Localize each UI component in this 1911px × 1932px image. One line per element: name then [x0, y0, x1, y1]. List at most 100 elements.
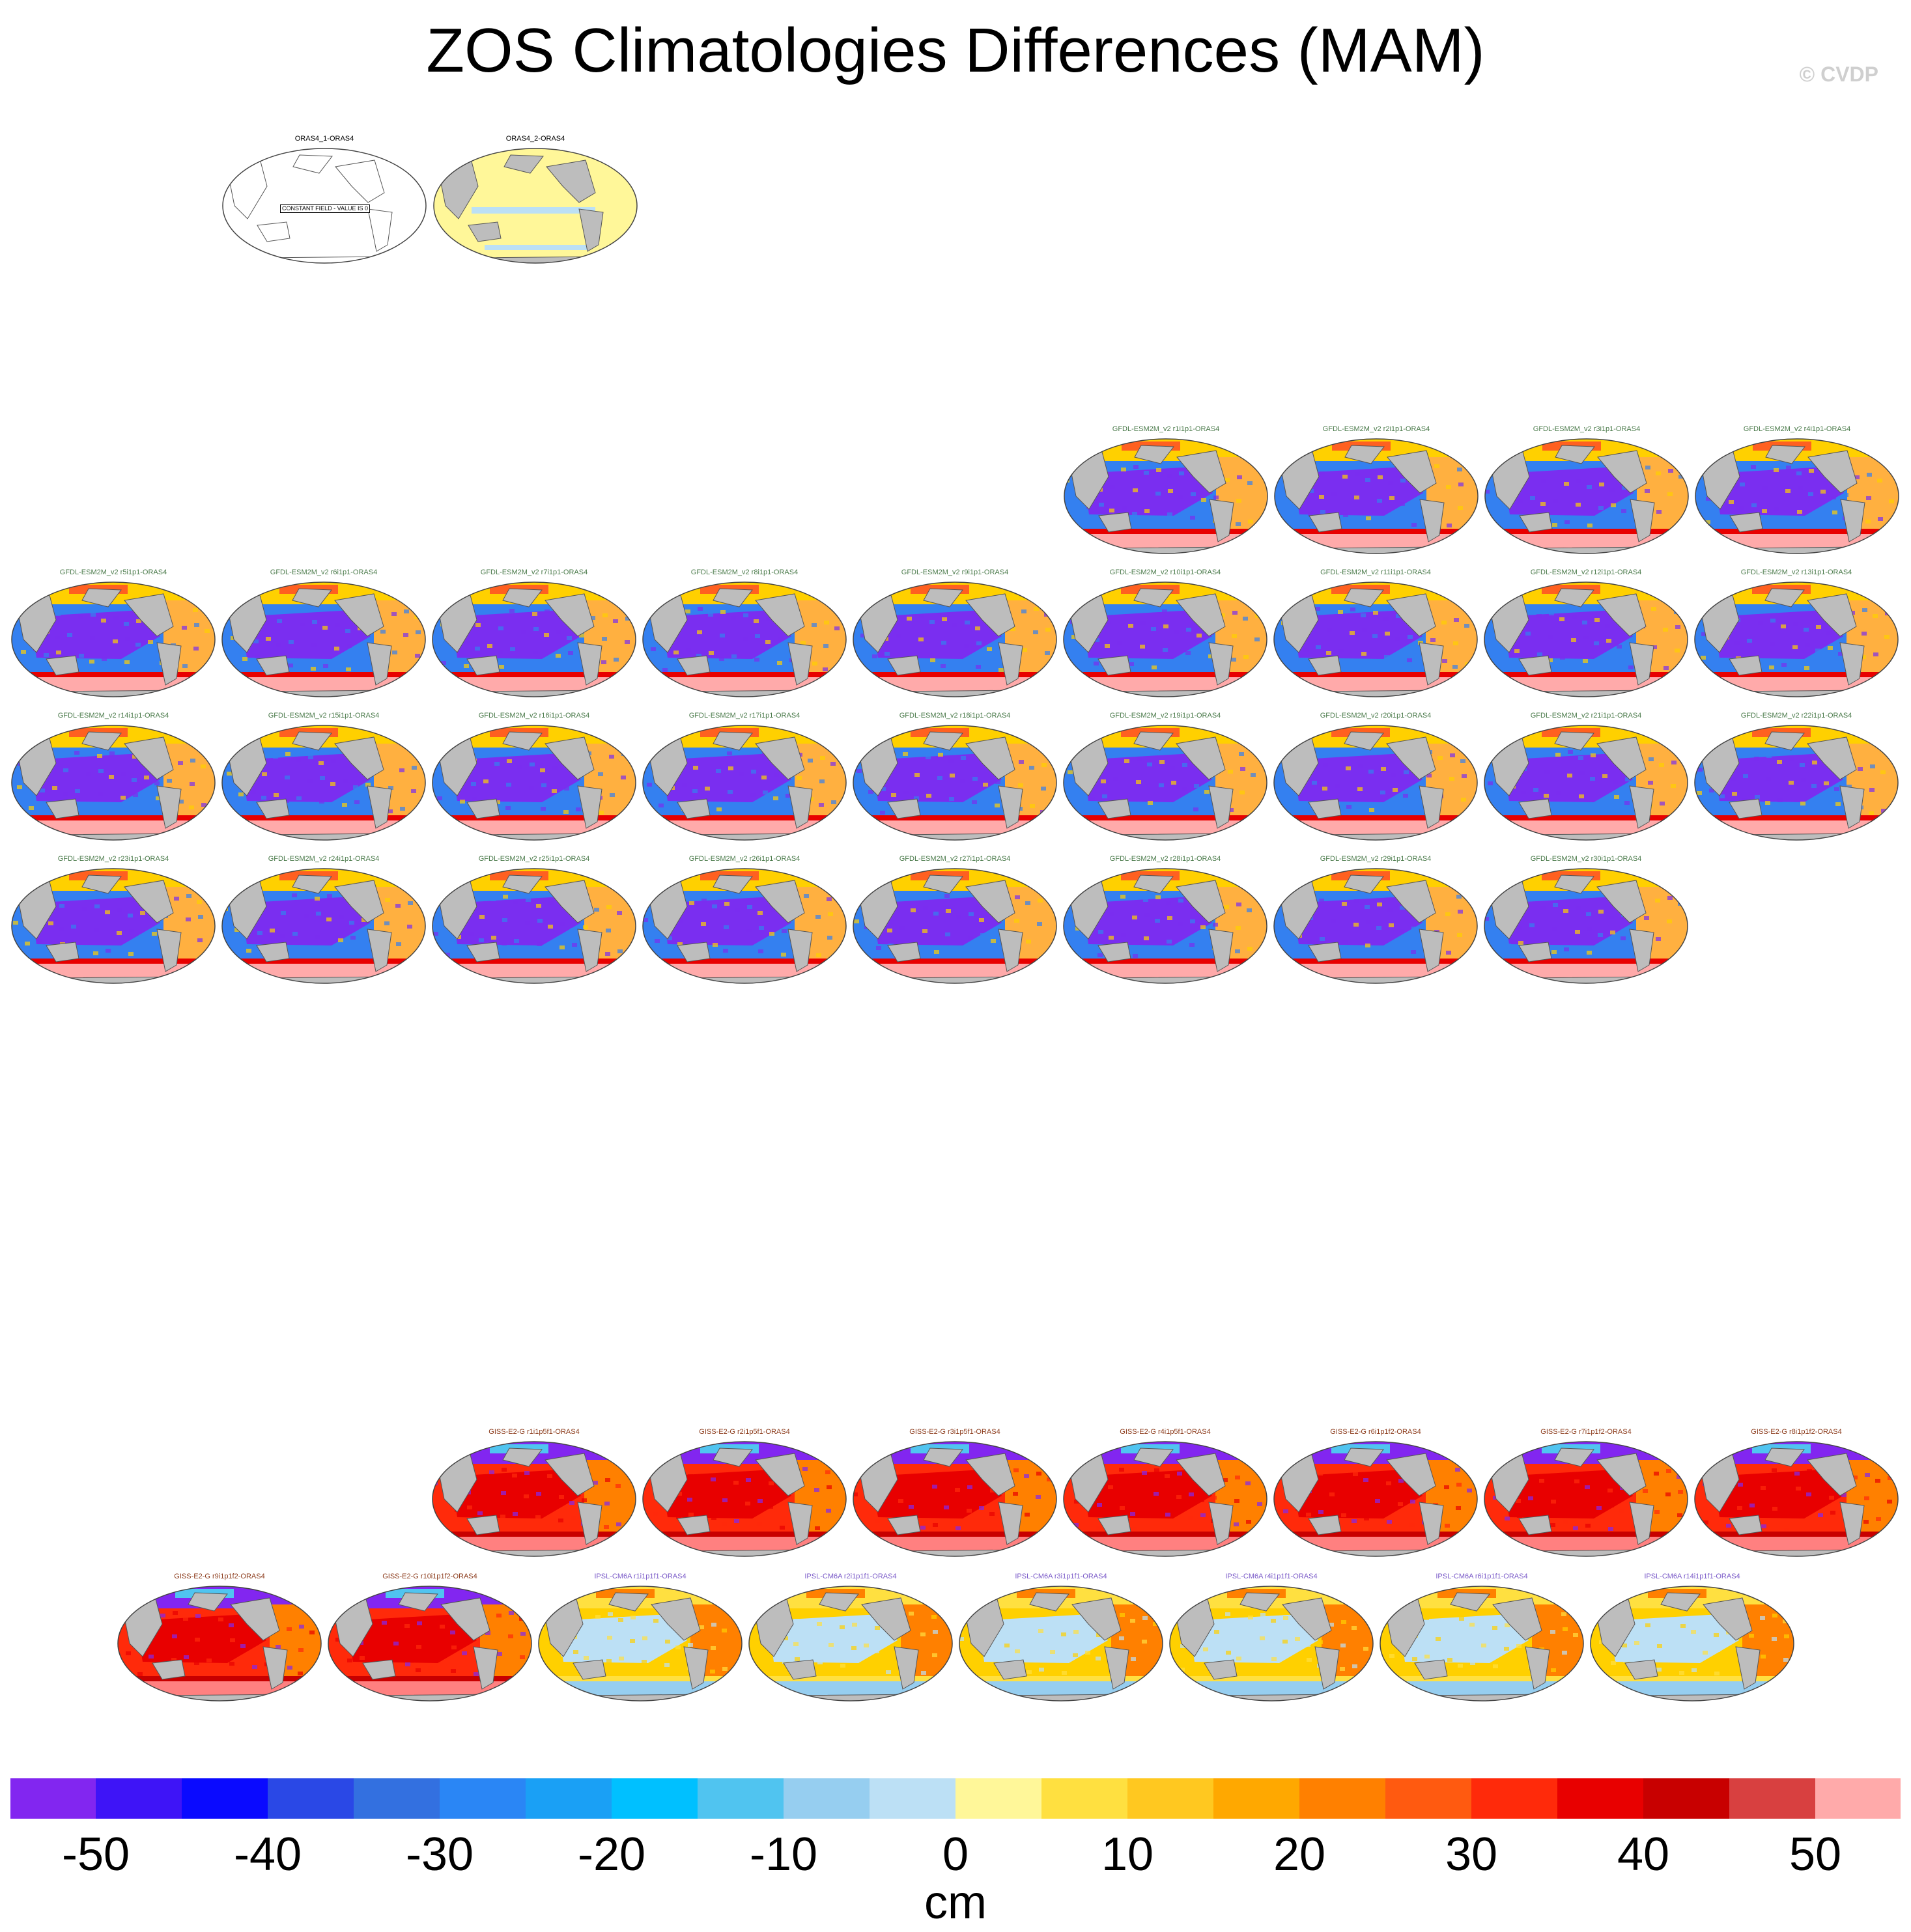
gfdl-panel-title: GFDL-ESM2M_v2 r6i1p1-ORAS4 — [270, 568, 378, 576]
constant-field-note: CONSTANT FIELD - VALUE IS 0 — [280, 204, 371, 213]
gfdl-map — [1484, 868, 1688, 984]
gfdl-map — [1484, 725, 1688, 841]
colorbar-swatch — [784, 1778, 870, 1819]
colorbar-tick-label: -40 — [233, 1828, 302, 1881]
giss-panel-title: GISS-E2-G r3i1p5f1-ORAS4 — [909, 1428, 1000, 1436]
gfdl-panel-title: GFDL-ESM2M_v2 r26i1p1-ORAS4 — [688, 855, 800, 863]
colorbar-tick-label: 20 — [1273, 1828, 1326, 1881]
colorbar — [10, 1778, 1901, 1819]
obs-map — [433, 148, 638, 264]
gfdl-panel-title: GFDL-ESM2M_v2 r2i1p1-ORAS4 — [1322, 425, 1430, 433]
gfdl-map — [853, 725, 1057, 841]
gfdl-panel-title: GFDL-ESM2M_v2 r10i1p1-ORAS4 — [1109, 568, 1221, 576]
gfdl-panel-title: GFDL-ESM2M_v2 r24i1p1-ORAS4 — [268, 855, 380, 863]
gfdl-panel-title: GFDL-ESM2M_v2 r14i1p1-ORAS4 — [57, 712, 169, 720]
ipsl-map — [1380, 1586, 1584, 1701]
colorbar-tick-label: -50 — [61, 1828, 130, 1881]
colorbar-tick-label: 50 — [1789, 1828, 1842, 1881]
colorbar-tick-label: -20 — [577, 1828, 646, 1881]
colorbar-swatch — [354, 1778, 440, 1819]
gfdl-map — [642, 868, 847, 984]
gfdl-panel: GFDL-ESM2M_v2 r30i1p1-ORAS4 — [1483, 854, 1689, 988]
gfdl-panel: GFDL-ESM2M_v2 r25i1p1-ORAS4 — [431, 854, 637, 988]
ipsl-map — [1590, 1586, 1794, 1701]
giss-panel-title: GISS-E2-G r2i1p5f1-ORAS4 — [699, 1428, 790, 1436]
gfdl-panel-title: GFDL-ESM2M_v2 r7i1p1-ORAS4 — [480, 568, 588, 576]
gfdl-panel-title: GFDL-ESM2M_v2 r12i1p1-ORAS4 — [1530, 568, 1642, 576]
colorbar-swatch — [96, 1778, 182, 1819]
colorbar-swatch — [182, 1778, 268, 1819]
giss-map — [1484, 1441, 1688, 1557]
giss-panel-title: GISS-E2-G r9i1p1f2-ORAS4 — [174, 1573, 265, 1580]
giss-panel-title: GISS-E2-G r10i1p1f2-ORAS4 — [382, 1573, 477, 1580]
gfdl-panel: GFDL-ESM2M_v2 r9i1p1-ORAS4 — [852, 568, 1058, 702]
gfdl-map — [642, 581, 847, 697]
gfdl-panel-title: GFDL-ESM2M_v2 r20i1p1-ORAS4 — [1320, 712, 1432, 720]
gfdl-map — [432, 868, 636, 984]
ipsl-panel-title: IPSL-CM6A r3i1p1f1-ORAS4 — [1015, 1573, 1107, 1580]
giss-panel-title: GISS-E2-G r8i1p1f2-ORAS4 — [1751, 1428, 1842, 1436]
colorbar-swatch — [956, 1778, 1042, 1819]
gfdl-panel: GFDL-ESM2M_v2 r2i1p1-ORAS4 — [1273, 425, 1479, 559]
obs-panel: ORAS4_2-ORAS4 — [432, 134, 638, 268]
colorbar-swatch — [1643, 1778, 1730, 1819]
colorbar-swatch — [268, 1778, 354, 1819]
cvdp-credit: © CVDP — [1799, 63, 1878, 86]
giss-panel: GISS-E2-G r10i1p1f2-ORAS4 — [327, 1572, 533, 1706]
gfdl-map — [1063, 581, 1267, 697]
gfdl-panel-title: GFDL-ESM2M_v2 r16i1p1-ORAS4 — [478, 712, 590, 720]
giss-map — [1063, 1441, 1267, 1557]
gfdl-panel-title: GFDL-ESM2M_v2 r23i1p1-ORAS4 — [57, 855, 169, 863]
gfdl-panel-title: GFDL-ESM2M_v2 r17i1p1-ORAS4 — [688, 712, 800, 720]
page-title: ZOS Climatologies Differences (MAM) — [426, 16, 1485, 85]
gfdl-panel-title: GFDL-ESM2M_v2 r18i1p1-ORAS4 — [899, 712, 1011, 720]
ipsl-panel: IPSL-CM6A r6i1p1f1-ORAS4 — [1379, 1572, 1585, 1706]
colorbar-swatch — [1213, 1778, 1300, 1819]
ipsl-panel-title: IPSL-CM6A r2i1p1f1-ORAS4 — [804, 1573, 897, 1580]
giss-panel: GISS-E2-G r3i1p5f1-ORAS4 — [852, 1427, 1058, 1561]
ipsl-map — [959, 1586, 1163, 1701]
colorbar-swatch — [10, 1778, 96, 1819]
gfdl-panel-title: GFDL-ESM2M_v2 r22i1p1-ORAS4 — [1740, 712, 1852, 720]
gfdl-map — [11, 581, 216, 697]
gfdl-panel: GFDL-ESM2M_v2 r5i1p1-ORAS4 — [10, 568, 216, 702]
giss-panel-title: GISS-E2-G r7i1p1f2-ORAS4 — [1540, 1428, 1632, 1436]
gfdl-panel: GFDL-ESM2M_v2 r20i1p1-ORAS4 — [1273, 711, 1479, 845]
ipsl-map — [538, 1586, 743, 1701]
gfdl-panel: GFDL-ESM2M_v2 r10i1p1-ORAS4 — [1062, 568, 1268, 702]
gfdl-panel: GFDL-ESM2M_v2 r26i1p1-ORAS4 — [642, 854, 847, 988]
gfdl-panel-title: GFDL-ESM2M_v2 r8i1p1-ORAS4 — [690, 568, 799, 576]
giss-panel: GISS-E2-G r9i1p1f2-ORAS4 — [117, 1572, 322, 1706]
gfdl-panel-title: GFDL-ESM2M_v2 r25i1p1-ORAS4 — [478, 855, 590, 863]
colorbar-swatch — [1471, 1778, 1558, 1819]
gfdl-map — [221, 581, 426, 697]
giss-panel: GISS-E2-G r4i1p5f1-ORAS4 — [1062, 1427, 1268, 1561]
gfdl-panel-title: GFDL-ESM2M_v2 r13i1p1-ORAS4 — [1740, 568, 1852, 576]
ipsl-map — [748, 1586, 953, 1701]
colorbar-tick-label: 0 — [942, 1828, 969, 1881]
gfdl-panel: GFDL-ESM2M_v2 r21i1p1-ORAS4 — [1483, 711, 1689, 845]
colorbar-swatches — [10, 1778, 1901, 1819]
giss-panel: GISS-E2-G r7i1p1f2-ORAS4 — [1483, 1427, 1689, 1561]
gfdl-panel-title: GFDL-ESM2M_v2 r27i1p1-ORAS4 — [899, 855, 1011, 863]
gfdl-map — [1064, 438, 1268, 554]
colorbar-swatch — [1385, 1778, 1472, 1819]
ipsl-panel: IPSL-CM6A r2i1p1f1-ORAS4 — [748, 1572, 954, 1706]
gfdl-panel: GFDL-ESM2M_v2 r4i1p1-ORAS4 — [1694, 425, 1900, 559]
giss-map — [1273, 1441, 1478, 1557]
colorbar-swatch — [870, 1778, 956, 1819]
ipsl-panel: IPSL-CM6A r1i1p1f1-ORAS4 — [537, 1572, 743, 1706]
ipsl-panel-title: IPSL-CM6A r6i1p1f1-ORAS4 — [1436, 1573, 1528, 1580]
gfdl-map — [1694, 725, 1899, 841]
colorbar-tick-label: -10 — [749, 1828, 818, 1881]
ipsl-panel-title: IPSL-CM6A r14i1p1f1-ORAS4 — [1644, 1573, 1740, 1580]
gfdl-panel: GFDL-ESM2M_v2 r19i1p1-ORAS4 — [1062, 711, 1268, 845]
gfdl-map — [1274, 438, 1479, 554]
colorbar-swatch — [698, 1778, 784, 1819]
obs-panel-title: ORAS4_2-ORAS4 — [505, 135, 565, 143]
gfdl-map — [1484, 581, 1688, 697]
gfdl-panel: GFDL-ESM2M_v2 r23i1p1-ORAS4 — [10, 854, 216, 988]
gfdl-panel: GFDL-ESM2M_v2 r1i1p1-ORAS4 — [1063, 425, 1269, 559]
giss-panel: GISS-E2-G r8i1p1f2-ORAS4 — [1693, 1427, 1899, 1561]
gfdl-panel: GFDL-ESM2M_v2 r27i1p1-ORAS4 — [852, 854, 1058, 988]
